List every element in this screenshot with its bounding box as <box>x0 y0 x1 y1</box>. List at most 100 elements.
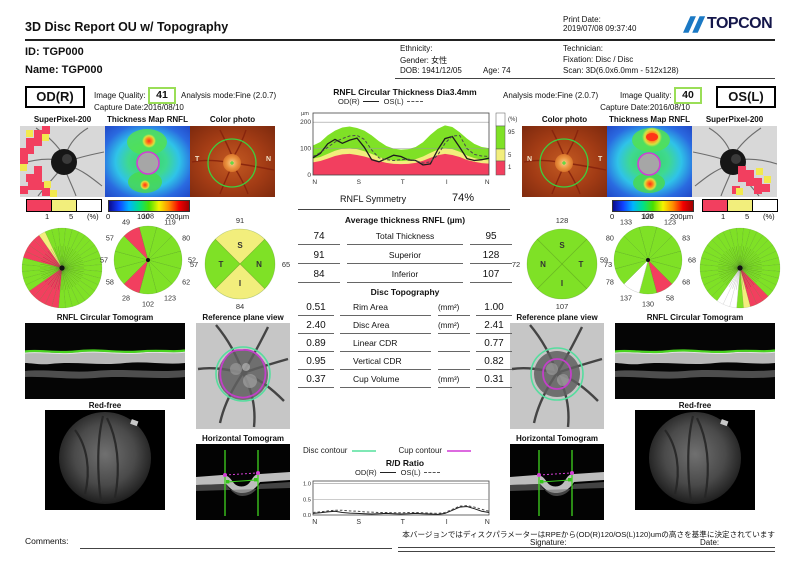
svg-text:130: 130 <box>642 300 654 309</box>
os-value: 1.00 <box>476 302 512 316</box>
os-value: 2.41 <box>476 320 512 334</box>
footnote-jp: 本バージョンではディスクパラメーターはRPEから(OD(R)120/OS(L)1… <box>402 530 775 539</box>
os-value: 0.31 <box>476 374 512 388</box>
os-reference-plane-image <box>510 323 604 429</box>
cup-contour-swatch <box>447 449 472 452</box>
svg-text:S: S <box>357 179 362 186</box>
svg-text:(%): (%) <box>508 117 517 123</box>
os-capture-date: Capture Date:2016/08/10 <box>600 103 690 112</box>
os-value: 0.82 <box>476 356 512 370</box>
svg-text:57: 57 <box>190 260 198 269</box>
info-divider <box>395 78 775 79</box>
os-percentile-scale <box>702 199 778 212</box>
od-micron-tick-0: 0 <box>106 212 111 221</box>
od-percentile-tick-pct: (%) <box>87 212 99 221</box>
svg-text:200: 200 <box>300 119 311 126</box>
svg-text:84: 84 <box>236 302 244 311</box>
patient-dob: DOB: 1941/12/05 <box>400 66 462 75</box>
svg-text:58: 58 <box>666 294 674 303</box>
svg-text:28: 28 <box>122 294 130 303</box>
svg-text:73: 73 <box>604 260 612 269</box>
svg-text:52: 52 <box>188 256 196 265</box>
od-reference-plane-image <box>196 323 290 429</box>
svg-text:91: 91 <box>236 216 244 225</box>
od-value: 91 <box>298 250 340 264</box>
row-label: Total Thickness <box>347 231 463 245</box>
rd-ratio-legend: OD(R) OS(L) <box>355 468 445 477</box>
svg-text:95: 95 <box>508 130 515 136</box>
svg-text:0: 0 <box>307 172 311 179</box>
os-value: 107 <box>470 269 512 283</box>
row-label: Inferior <box>347 269 463 283</box>
os-superpixel-title: SuperPixel-200 <box>705 115 764 124</box>
disc-contour-label: Disc contour <box>303 446 348 455</box>
svg-text:123: 123 <box>164 294 176 303</box>
od-photo-right-letter: N <box>266 156 272 163</box>
svg-text:µm: µm <box>301 111 309 117</box>
od-circular-tomogram-image <box>25 323 185 399</box>
row-unit <box>438 366 470 370</box>
disc-topography-table: 0.51 Rim Area (mm²) 1.00 2.40 Disc Area (mm²)… <box>298 298 512 388</box>
svg-text:119: 119 <box>164 217 175 226</box>
os-redfree-image <box>635 410 755 510</box>
brand-name: TOPCON <box>707 15 773 32</box>
svg-text:128: 128 <box>642 212 654 221</box>
comments-line <box>80 548 392 549</box>
svg-text:100: 100 <box>300 146 311 153</box>
disc-contour-swatch <box>352 449 377 452</box>
row-unit <box>438 348 470 352</box>
percentile-red-swatch <box>26 199 51 212</box>
od-value: 2.40 <box>298 320 334 334</box>
od-value: 0.95 <box>298 356 334 370</box>
svg-text:T: T <box>579 260 584 269</box>
header-rule <box>25 39 775 41</box>
os-percentile-tick-pct: (%) <box>763 212 775 221</box>
print-date-value: 2019/07/08 09:37:40 <box>563 24 637 33</box>
svg-text:T: T <box>219 260 224 269</box>
topcon-mark-icon <box>683 15 706 33</box>
od-micron-tick-200: 200µm <box>166 212 190 221</box>
svg-text:57: 57 <box>106 234 114 243</box>
contour-legend: Disc contour Cup contour <box>303 446 479 455</box>
percentile-yellow-swatch <box>727 199 752 212</box>
svg-text:137: 137 <box>620 294 632 303</box>
percentile-yellow-swatch <box>51 199 76 212</box>
od-micron-tick-100: 100 <box>137 212 150 221</box>
percentile-white-swatch <box>76 199 102 212</box>
os-micron-scale <box>612 200 694 212</box>
od-value: 84 <box>298 269 340 283</box>
table-row: 74 Total Thickness 95 <box>298 226 512 245</box>
svg-text:80: 80 <box>182 234 190 243</box>
row-label: Disc Area <box>340 320 431 334</box>
svg-text:68: 68 <box>688 256 696 265</box>
svg-text:I: I <box>561 279 563 288</box>
svg-text:I: I <box>446 179 448 186</box>
od-percentile-tick-5: 5 <box>69 212 74 221</box>
print-date-label: Print Date: <box>563 15 601 24</box>
svg-text:102: 102 <box>142 300 154 309</box>
solid-line-swatch <box>362 101 379 102</box>
svg-text:57: 57 <box>100 256 108 265</box>
os-percentile-tick-5: 5 <box>745 212 750 221</box>
svg-text:1.0: 1.0 <box>303 482 311 488</box>
patient-gender: Gender: 女性 <box>400 56 448 65</box>
svg-text:80: 80 <box>606 234 614 243</box>
disc-topography-title: Disc Topography <box>370 287 440 297</box>
svg-text:58: 58 <box>106 278 114 287</box>
svg-text:N: N <box>256 260 262 269</box>
os-micron-tick-0: 0 <box>610 212 615 221</box>
os-photo-left-letter: N <box>527 156 533 163</box>
legend-od-label: OD(R) <box>338 97 360 106</box>
os-clock-hour-pie: 128 123 83 68 68 58 130 137 78 59 80 133 <box>600 212 696 309</box>
od-photo-title: Color photo <box>209 115 256 124</box>
os-value: 0.77 <box>476 338 512 352</box>
os-color-photo-image <box>522 126 607 197</box>
od-value: 0.37 <box>298 374 334 388</box>
od-photo-left-letter: T <box>195 156 200 163</box>
rnfl-chart-title: RNFL Circular Thickness Dia3.4mm <box>333 87 477 97</box>
od-percentile-scale <box>26 199 102 212</box>
percentile-red-swatch <box>702 199 727 212</box>
os-thickness-title: Thickness Map RNFL <box>609 115 690 124</box>
avg-thickness-title: Average thickness RNFL (µm) <box>344 215 466 225</box>
signature-line-2 <box>398 551 775 552</box>
